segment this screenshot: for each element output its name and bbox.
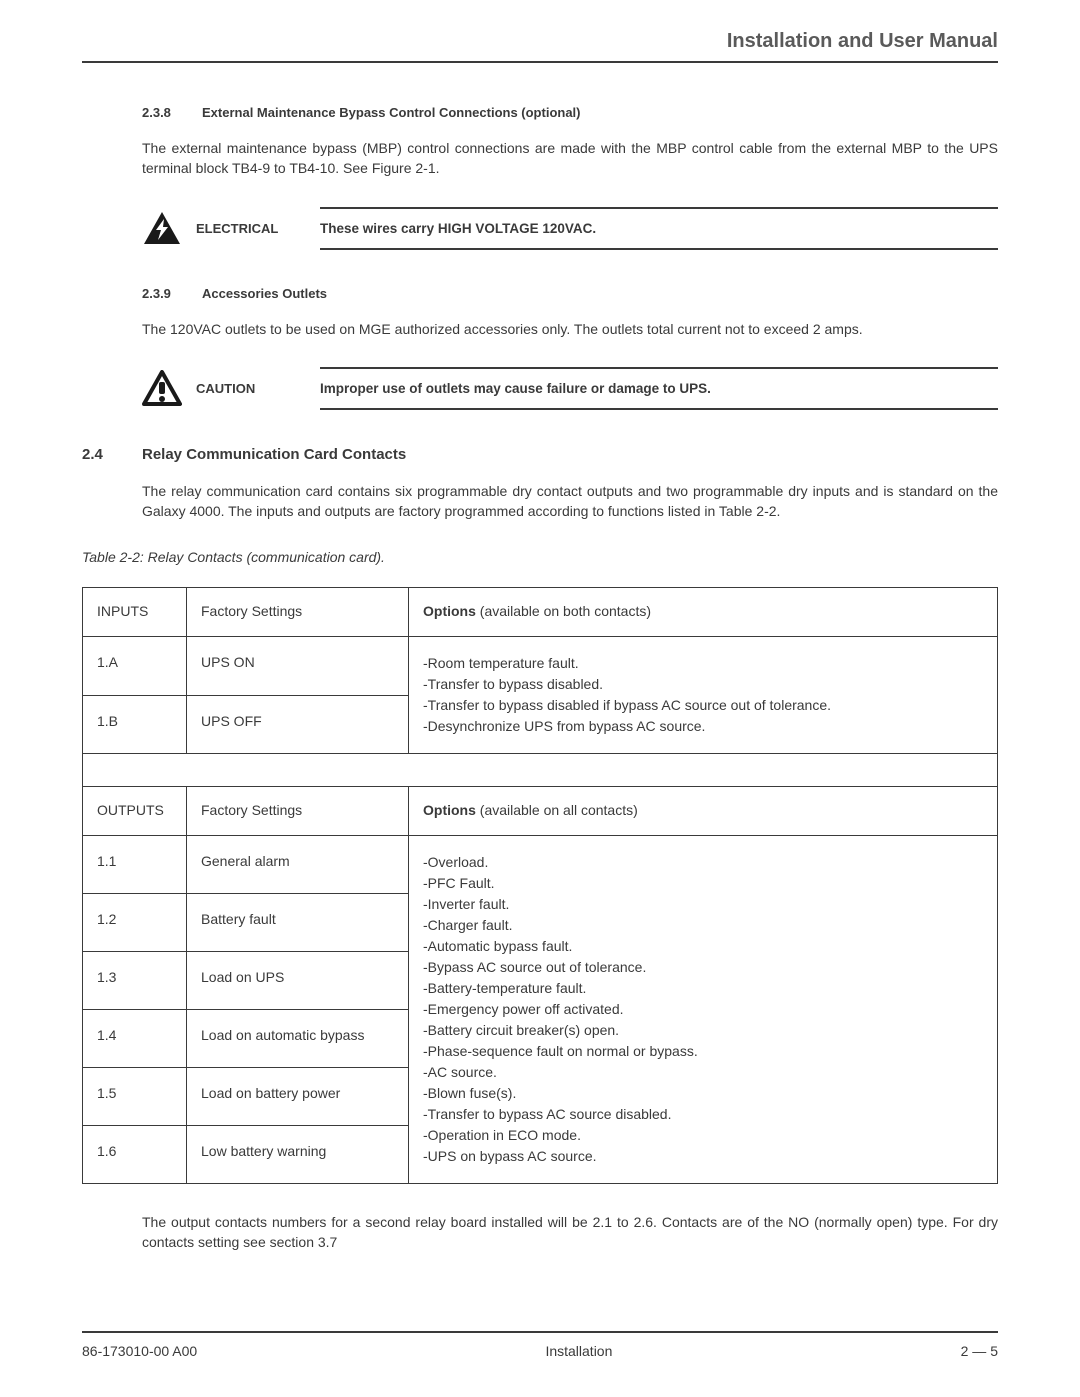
output-11-setting: General alarm [187,835,409,893]
output-14-setting: Load on automatic bypass [187,1009,409,1067]
footer-section: Installation [545,1343,612,1359]
table-row: INPUTS Factory Settings Options (availab… [83,588,998,637]
page-footer: 86-173010-00 A00 Installation 2 — 5 [82,1331,998,1359]
outputs-header-c2: Factory Settings [187,787,409,836]
outputs-header-c1: OUTPUTS [83,787,187,836]
electrical-callout: ELECTRICAL These wires carry HIGH VOLTAG… [142,207,998,250]
input-1a-setting: UPS ON [187,637,409,696]
electrical-label: ELECTRICAL [190,221,320,236]
input-1b-id: 1.B [83,695,187,754]
output-13-setting: Load on UPS [187,951,409,1009]
output-12-setting: Battery fault [187,893,409,951]
section-body-238: The external maintenance bypass (MBP) co… [142,138,998,179]
output-15-setting: Load on battery power [187,1067,409,1125]
outputs-header-c3: Options (available on all contacts) [409,787,998,836]
caution-text: Improper use of outlets may cause failur… [320,367,998,410]
after-table-paragraph: The output contacts numbers for a second… [142,1212,998,1253]
outputs-options: -Overload.-PFC Fault.-Inverter fault.-Ch… [409,835,998,1183]
inputs-header-c1: INPUTS [83,588,187,637]
caution-callout: CAUTION Improper use of outlets may caus… [142,367,998,410]
table-row: 1.A UPS ON -Room temperature fault.-Tran… [83,637,998,696]
output-16-setting: Low battery warning [187,1125,409,1183]
input-1b-setting: UPS OFF [187,695,409,754]
section-title-238: External Maintenance Bypass Control Conn… [202,105,581,120]
input-1a-id: 1.A [83,637,187,696]
footer-pagenum: 2 — 5 [961,1343,998,1359]
output-11-id: 1.1 [83,835,187,893]
section-number-238: 2.3.8 [142,105,202,120]
footer-docnum: 86-173010-00 A00 [82,1343,197,1359]
output-14-id: 1.4 [83,1009,187,1067]
caution-label: CAUTION [190,381,320,396]
caution-triangle-icon [142,370,190,406]
relay-contacts-table: INPUTS Factory Settings Options (availab… [82,587,998,1183]
output-15-id: 1.5 [83,1067,187,1125]
output-12-id: 1.2 [83,893,187,951]
section-body-24: The relay communication card contains si… [142,481,998,522]
inputs-options: -Room temperature fault.-Transfer to byp… [409,637,998,754]
table-row: OUTPUTS Factory Settings Options (availa… [83,787,998,836]
inputs-header-c3: Options (available on both contacts) [409,588,998,637]
section-title-24: Relay Communication Card Contacts [142,446,406,463]
page-header-title: Installation and User Manual [82,30,998,63]
inputs-header-c2: Factory Settings [187,588,409,637]
electrical-bolt-icon [142,210,190,246]
table-caption: Table 2-2: Relay Contacts (communication… [82,549,998,565]
section-body-239: The 120VAC outlets to be used on MGE aut… [142,319,998,339]
section-title-239: Accessories Outlets [202,286,327,301]
table-row: 1.1 General alarm -Overload.-PFC Fault.-… [83,835,998,893]
output-13-id: 1.3 [83,951,187,1009]
section-number-239: 2.3.9 [142,286,202,301]
electrical-text: These wires carry HIGH VOLTAGE 120VAC. [320,207,998,250]
output-16-id: 1.6 [83,1125,187,1183]
section-number-24: 2.4 [82,446,142,463]
